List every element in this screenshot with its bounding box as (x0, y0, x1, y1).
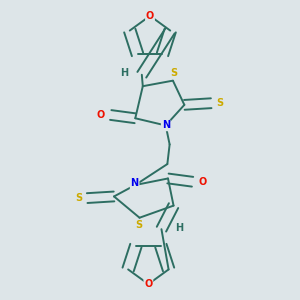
Text: H: H (120, 68, 128, 78)
Text: N: N (162, 121, 170, 130)
Text: O: O (144, 279, 152, 289)
Text: H: H (176, 223, 184, 232)
Text: O: O (198, 177, 206, 187)
Text: N: N (130, 178, 139, 188)
Text: S: S (135, 220, 142, 230)
Text: S: S (75, 193, 82, 203)
Text: O: O (97, 110, 105, 120)
Text: O: O (146, 11, 154, 21)
Text: S: S (216, 98, 223, 108)
Text: S: S (170, 68, 177, 78)
